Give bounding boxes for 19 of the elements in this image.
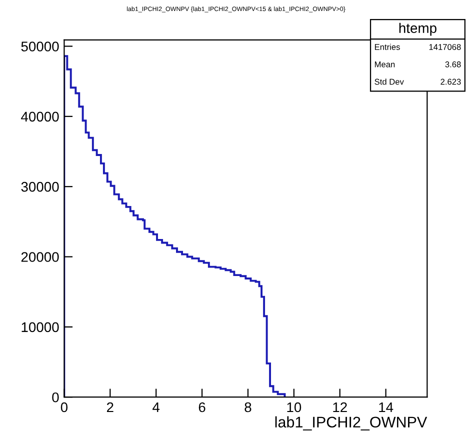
text: Entries 1417068 [374,44,461,50]
text: Mean 3.68 [374,61,461,68]
x-tick-label: 8 [244,402,252,412]
x-tick-label: 14 [379,402,394,412]
y-tick-label: 10000 [22,322,59,332]
x-tick-label: 10 [287,402,302,412]
y-tick-label: 50000 [21,42,59,52]
x-tick-label: 0 [60,402,68,412]
x-tick-label: 4 [152,402,160,412]
x-tick-label: 2 [106,402,114,412]
y-tick-label: 40000 [21,112,59,122]
x-tick-label: 6 [198,402,206,412]
x-tick-label: 12 [333,402,347,412]
y-tick-label: 30000 [21,182,59,192]
y-tick-label: 20000 [21,252,59,262]
text: htemp [399,22,436,36]
text: Std Dev 2.623 [374,78,461,85]
x-axis-title: lab1_IPCHI2_OWNPV [275,416,428,430]
y-tick-label: 0 [52,392,59,402]
